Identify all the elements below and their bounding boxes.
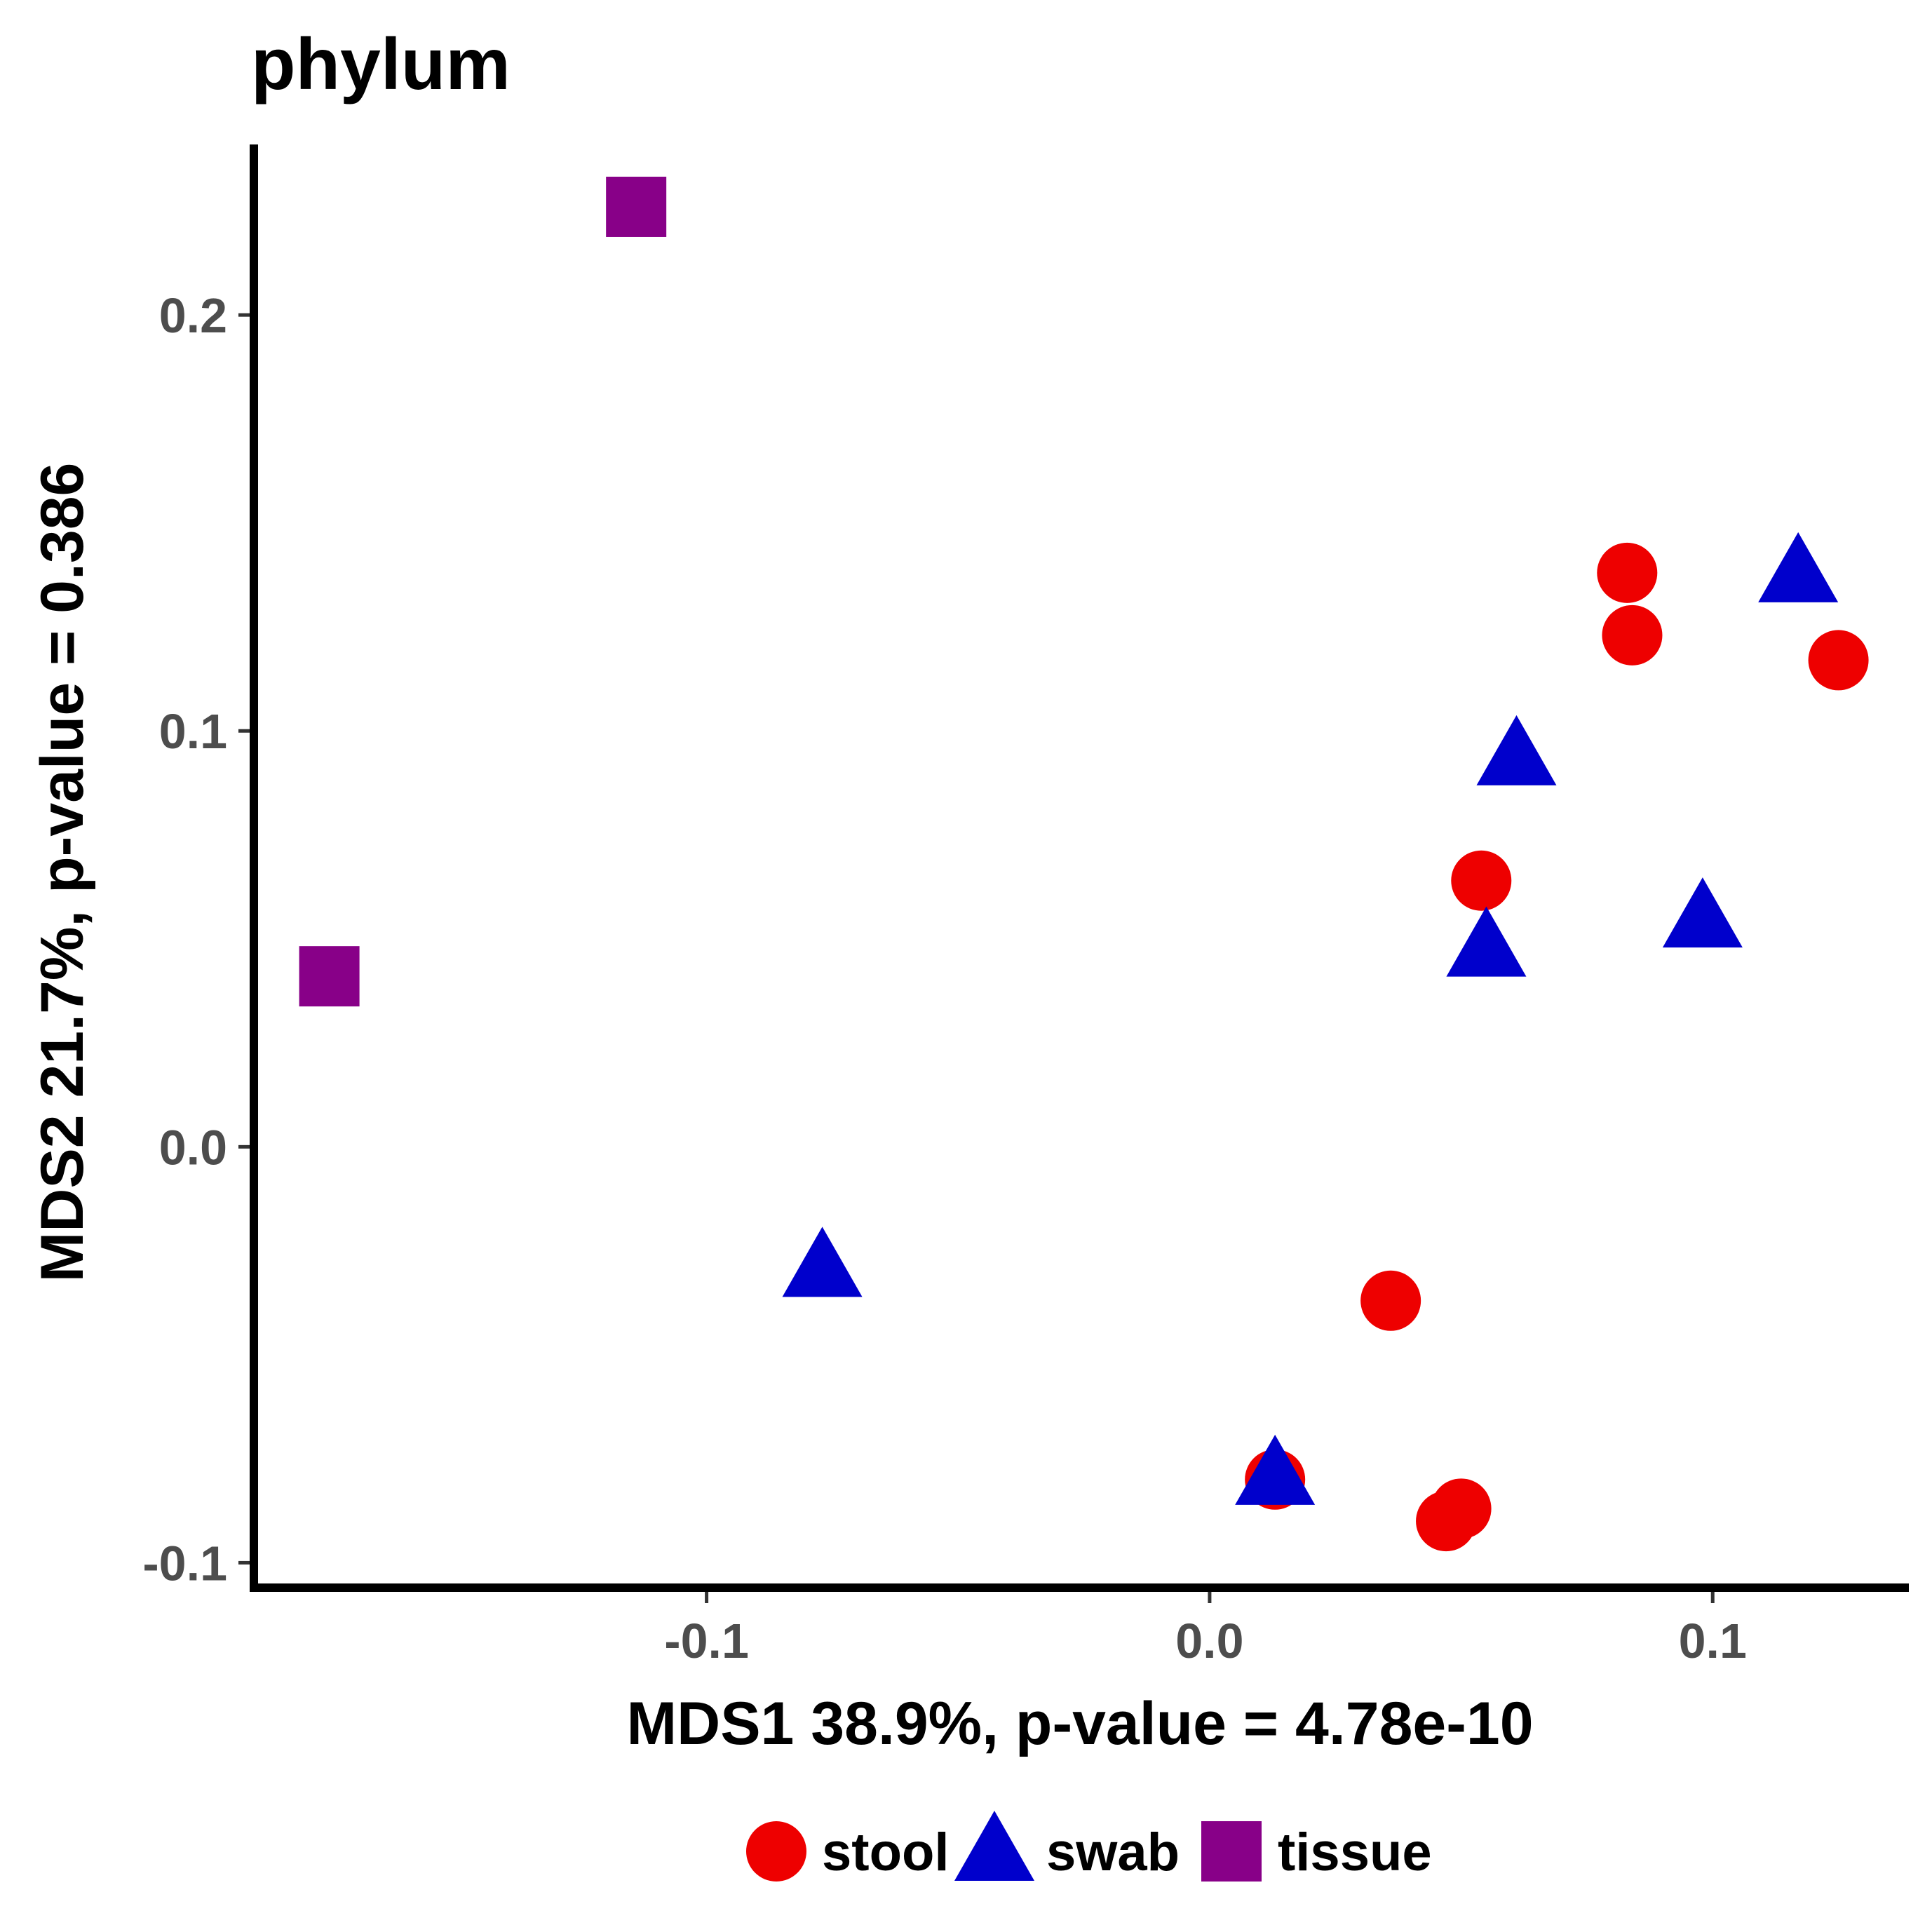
x-tick-label: 0.1 [1679, 1614, 1747, 1668]
x-tick-label: -0.1 [664, 1614, 749, 1668]
y-axis-ticks: -0.1 0.0 0.1 0.2 [142, 288, 250, 1590]
y-tick-label: 0.2 [159, 288, 227, 343]
stool-point [1602, 604, 1663, 666]
stool-point [1808, 630, 1869, 691]
y-tick-label: 0.0 [159, 1120, 227, 1175]
legend-label-swab: swab [1046, 1823, 1180, 1882]
stool-point [1597, 542, 1658, 603]
y-axis-label: MDS2 21.7%, p-value = 0.386 [29, 463, 96, 1283]
x-axis-ticks: -0.1 0.0 0.1 [664, 1592, 1747, 1668]
stool-point [1451, 850, 1512, 911]
y-tick-label: -0.1 [142, 1536, 227, 1590]
tissue-point [299, 946, 360, 1007]
legend-key-tissue [1201, 1821, 1262, 1882]
swab-point [1662, 877, 1743, 948]
stool-point [1416, 1491, 1477, 1552]
swab-point [1446, 906, 1527, 977]
legend-label-stool: stool [822, 1823, 950, 1882]
y-tick-label: 0.1 [159, 704, 227, 759]
plot-area [299, 176, 1869, 1552]
legend: stool swab tissue [746, 1811, 1432, 1882]
chart-title: phylum [251, 24, 511, 105]
x-axis-label: MDS1 38.9%, p-value = 4.78e-10 [626, 1690, 1533, 1757]
swab-point [1758, 532, 1839, 602]
swab-point [782, 1227, 863, 1297]
swab-point [1235, 1434, 1316, 1505]
swab-point [1476, 715, 1557, 785]
stool-point [1360, 1270, 1421, 1331]
legend-key-swab [954, 1811, 1034, 1881]
legend-key-stool [746, 1821, 806, 1882]
legend-label-tissue: tissue [1278, 1823, 1432, 1882]
x-tick-label: 0.0 [1175, 1614, 1243, 1668]
tissue-point [606, 176, 667, 237]
